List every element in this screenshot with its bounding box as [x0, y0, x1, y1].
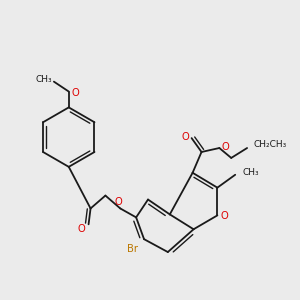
Text: O: O [78, 224, 86, 234]
Text: Br: Br [127, 244, 138, 254]
Text: O: O [72, 88, 80, 98]
Text: O: O [220, 212, 228, 221]
Text: CH₂CH₃: CH₂CH₃ [253, 140, 286, 148]
Text: O: O [221, 142, 229, 152]
Text: O: O [182, 132, 190, 142]
Text: CH₃: CH₃ [242, 168, 259, 177]
Text: O: O [114, 196, 122, 206]
Text: CH₃: CH₃ [36, 75, 52, 84]
